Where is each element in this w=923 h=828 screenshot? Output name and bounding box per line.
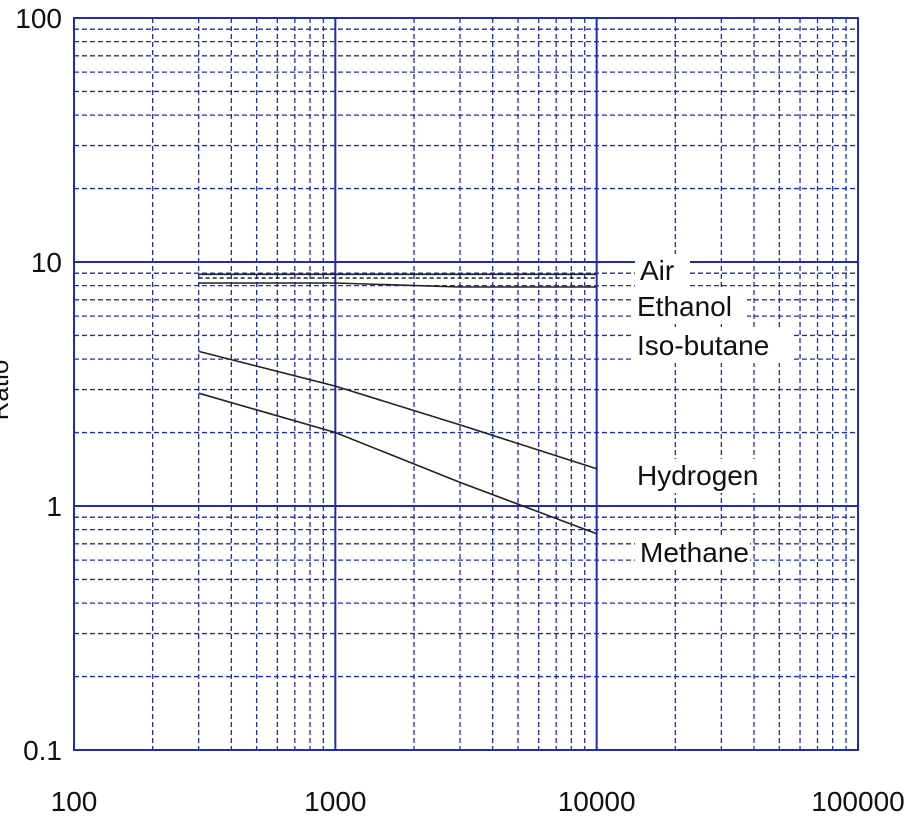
series-line-methane	[198, 392, 597, 535]
y-tick-label: 100	[15, 3, 62, 34]
major-grid	[74, 18, 858, 750]
x-tick-label: 1000	[304, 786, 366, 817]
x-tick-labels: 100 1000 10000 100000	[51, 786, 905, 817]
series-label-iso-butane: Iso-butane	[637, 330, 769, 361]
series-label-bg-air	[635, 254, 690, 288]
y-tick-label: 10	[31, 247, 62, 278]
x-tick-label: 10000	[558, 786, 636, 817]
series-label-bg-hydrogen	[632, 459, 762, 493]
series-line-iso-butane	[198, 282, 597, 288]
series-label-air: Air	[640, 255, 674, 286]
y-tick-labels: 0.1 1 10 100	[15, 3, 62, 766]
y-tick-label: 1	[46, 491, 62, 522]
series-label-hydrogen: Hydrogen	[637, 460, 758, 491]
series-labels: Air Ethanol Iso-butane Hydrogen Methane	[632, 254, 792, 570]
series-label-methane: Methane	[640, 537, 749, 568]
series-label-bg-iso-butane	[632, 329, 792, 363]
y-axis-title: Ratio	[0, 360, 14, 421]
x-tick-label: 100000	[811, 786, 904, 817]
series-label-ethanol: Ethanol	[637, 291, 732, 322]
plot-frame	[73, 17, 859, 751]
minor-grid	[74, 18, 858, 750]
series-label-bg-methane	[635, 536, 750, 570]
series-label-bg-ethanol	[632, 290, 747, 324]
series-layer	[198, 273, 597, 535]
y-tick-label: 0.1	[23, 735, 62, 766]
x-tick-label: 100	[51, 786, 98, 817]
series-line-hydrogen	[198, 350, 597, 470]
